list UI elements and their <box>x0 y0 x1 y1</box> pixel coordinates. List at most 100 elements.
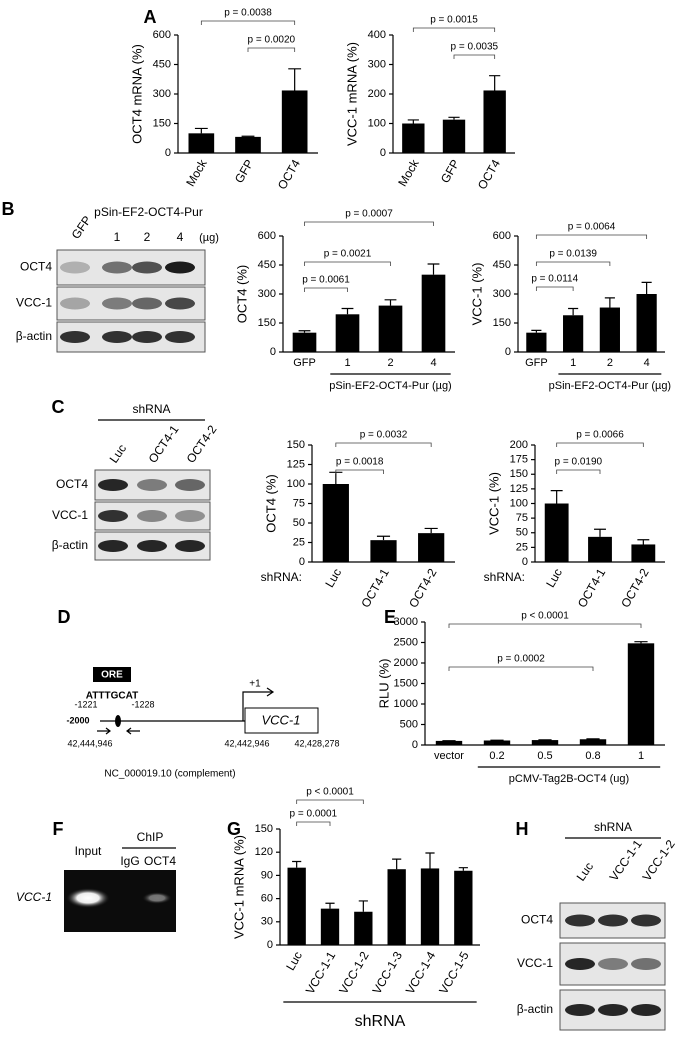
x-axis-label: shRNA <box>355 1013 406 1030</box>
y-tick-label: 90 <box>261 869 273 881</box>
bar <box>526 332 547 352</box>
p-value: p < 0.0001 <box>521 611 569 622</box>
blot-band <box>631 914 661 927</box>
p-value: p < 0.0001 <box>306 787 354 798</box>
blot-band <box>60 261 90 274</box>
error-bar <box>594 528 606 537</box>
significance-bracket <box>335 469 384 474</box>
p-value: p = 0.0038 <box>224 8 272 19</box>
tss-label: +1 <box>249 679 261 690</box>
promoter-diagram: ORE ATTTGCAT -1221 -1228 -2000 +1 VCC-1 … <box>66 667 340 780</box>
significance-bracket <box>448 623 642 628</box>
blot-band <box>598 914 628 927</box>
bar <box>563 315 584 352</box>
significance-bracket <box>412 27 496 32</box>
lane-label: GFP <box>69 213 95 241</box>
bar <box>320 908 340 945</box>
bar <box>420 868 440 945</box>
y-tick-label: 120 <box>255 846 273 858</box>
x-tick-label: 0.8 <box>585 750 600 762</box>
coord: 42,428,278 <box>294 738 339 748</box>
y-tick-label: 600 <box>153 29 171 41</box>
x-tick-label: Luc <box>543 566 565 590</box>
bar <box>588 536 612 562</box>
significance-bracket <box>304 287 348 292</box>
panel-letter: H <box>516 819 529 839</box>
y-axis-label: VCC-1 (%) <box>469 263 484 326</box>
blot-band <box>598 1004 628 1016</box>
x-tick-label: 1 <box>638 750 644 762</box>
error-bar <box>637 539 650 545</box>
gene-label: VCC-1 <box>261 712 300 727</box>
p-value: p = 0.0021 <box>324 249 372 260</box>
y-tick-label: 75 <box>516 512 528 524</box>
y-tick-label: 3000 <box>394 616 418 628</box>
blot-band <box>137 540 167 552</box>
blot-band <box>565 958 595 970</box>
x-tick-label: 0.5 <box>537 750 552 762</box>
row-label: VCC-1 <box>52 508 88 522</box>
y-axis-label: OCT4 (%) <box>234 265 249 324</box>
y-tick-label: 0 <box>165 147 171 159</box>
bar <box>292 332 317 352</box>
bar-chart: 0 150 300 450 600 VCC-1 (%) GFP 1 2 4 p = 0.0114 p … <box>469 222 671 392</box>
unit-label: (µg) <box>199 232 219 244</box>
y-tick-label: 600 <box>493 230 511 242</box>
significance-bracket <box>247 47 296 52</box>
error-bar <box>550 490 563 504</box>
significance-bracket <box>304 261 391 266</box>
bar-chart: 0 150 300 450 600 OCT4 (%) GFP 1 2 4 p = 0.0061 p =… <box>234 209 455 392</box>
y-tick-label: 100 <box>287 478 305 490</box>
significance-bracket <box>556 469 601 474</box>
x-tick-label: GFP <box>232 157 256 185</box>
error-bar <box>407 119 419 124</box>
error-bar <box>325 902 335 909</box>
blot-band <box>132 331 162 343</box>
y-tick-label: 30 <box>261 916 273 928</box>
error-bar <box>384 299 397 306</box>
panel-letter: F <box>53 819 64 839</box>
y-tick-label: 1500 <box>394 677 418 689</box>
y-tick-label: 25 <box>516 541 528 553</box>
significance-bracket <box>335 442 432 447</box>
reference: NC_000019.10 (complement) <box>104 769 235 780</box>
blot-band <box>565 1004 595 1016</box>
p-value: p = 0.0020 <box>248 35 296 46</box>
pos-label: -1221 <box>74 699 97 709</box>
y-tick-label: 50 <box>516 527 528 539</box>
primer-arrows <box>97 727 140 735</box>
y-tick-label: 125 <box>287 458 305 470</box>
panel-letter: E <box>384 607 396 627</box>
error-bar <box>458 867 468 871</box>
error-bar <box>604 297 615 308</box>
y-tick-label: 0 <box>380 147 386 159</box>
x-tick-label: VCC-1-5 <box>436 949 472 997</box>
error-bar <box>392 858 402 870</box>
x-tick-label: Luc <box>283 949 305 973</box>
y-tick-label: 300 <box>368 58 386 70</box>
x-tick-label: GFP <box>525 357 548 369</box>
y-tick-label: 0 <box>522 556 528 568</box>
p-value: p = 0.0018 <box>336 457 384 468</box>
bar <box>483 90 506 153</box>
bar <box>627 643 655 745</box>
x-axis-label: shRNA: <box>484 570 525 584</box>
x-tick-label: OCT4 <box>475 157 503 192</box>
lane-label: OCT4-1 <box>146 422 182 465</box>
y-tick-label: 300 <box>258 288 276 300</box>
lane-label: Input <box>75 844 102 858</box>
bar <box>335 314 360 352</box>
target-label: VCC-1 <box>16 890 52 904</box>
bar-chart: 0 100 200 300 400 VCC-1 mRNA (%) Mock GFP OCT4 p … <box>344 15 515 192</box>
bar <box>387 869 406 945</box>
y-tick-label: 75 <box>293 497 305 509</box>
blot-band <box>98 540 128 552</box>
blot-band <box>98 510 128 522</box>
y-tick-label: 175 <box>510 454 528 466</box>
x-tick-label: Mock <box>183 156 210 189</box>
ore-label: ORE <box>101 670 123 681</box>
blot-band <box>60 331 90 343</box>
y-tick-label: 450 <box>493 259 511 271</box>
error-bar <box>489 75 501 91</box>
